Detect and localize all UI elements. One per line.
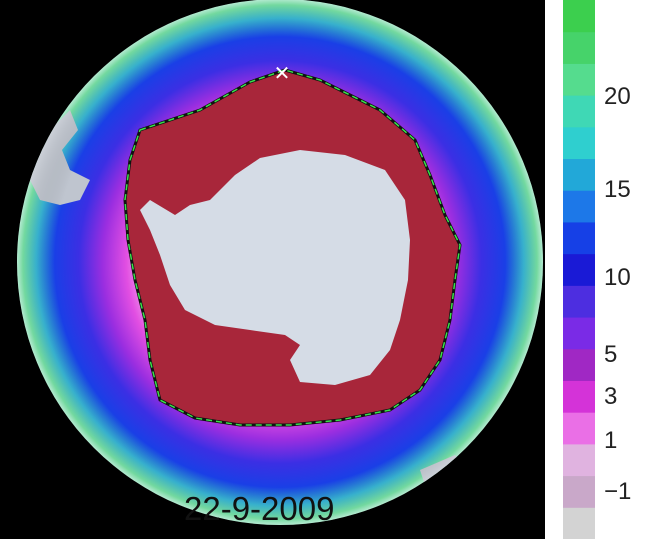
colorbar-tick-label: 20 (604, 83, 631, 110)
colorbar-band (563, 126, 595, 160)
colorbar-band (563, 95, 595, 128)
colorbar-band (563, 0, 595, 33)
colorbar-tick-label: 5 (604, 341, 618, 368)
colorbar-tick-label: 3 (604, 383, 618, 410)
colorbar-tick-label: 1 (604, 427, 618, 454)
sea-surface-map: ✕ 22-9-2009 (0, 0, 545, 539)
colorbar-band (563, 31, 595, 64)
colorbar-band (563, 63, 595, 96)
colorbar-tick-label: 15 (604, 176, 631, 203)
colorbar-band (563, 158, 595, 191)
colorbar-band (563, 317, 595, 350)
colorbar-tick-label: −1 (604, 478, 632, 505)
colorbar-band (563, 475, 595, 508)
colorbar-band (563, 380, 595, 413)
colorbar-band (563, 190, 595, 223)
colorbar-band (563, 348, 595, 381)
colorbar-band (563, 285, 595, 318)
globe-highlight (17, 0, 543, 525)
colorbar-tick-label: 10 (604, 264, 631, 291)
globe: ✕ (17, 0, 543, 525)
colorbar-band (563, 507, 595, 539)
position-marker: ✕ (274, 61, 291, 85)
date-label: 22-9-2009 (184, 490, 335, 527)
colorbar (563, 0, 595, 539)
colorbar-band (563, 412, 595, 445)
colorbar-band (563, 221, 595, 255)
colorbar-band (563, 253, 595, 286)
colorbar-band (563, 443, 595, 477)
